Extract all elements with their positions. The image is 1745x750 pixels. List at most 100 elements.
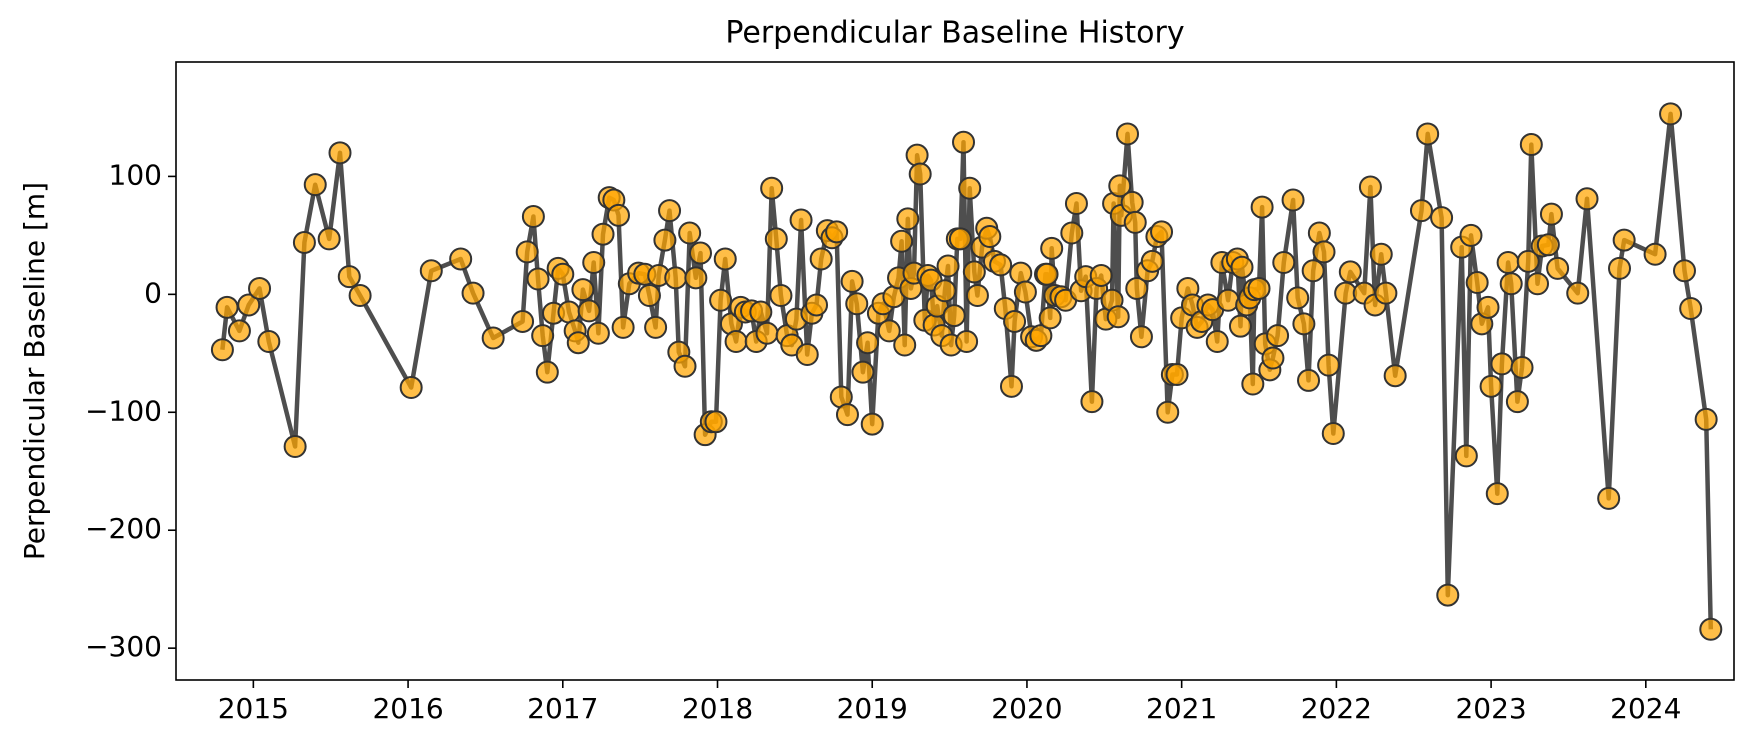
marker (1454, 444, 1478, 468)
marker (653, 228, 677, 252)
marker (566, 331, 590, 355)
marker (1430, 206, 1454, 230)
marker (1499, 272, 1523, 296)
marker (936, 254, 960, 278)
marker (684, 266, 708, 290)
marker (481, 326, 505, 350)
marker (1230, 255, 1254, 279)
y-tick-label: −100 (85, 394, 162, 427)
marker (1436, 583, 1460, 607)
marker (1526, 272, 1550, 296)
marker (1108, 174, 1132, 198)
marker (526, 267, 550, 291)
x-tick-label: 2015 (218, 692, 289, 725)
marker (1383, 364, 1407, 388)
marker (1013, 280, 1037, 304)
marker (1490, 352, 1514, 376)
marker (835, 403, 859, 427)
marker (637, 284, 661, 308)
marker (1292, 312, 1316, 336)
marker (511, 309, 535, 333)
marker (227, 319, 251, 343)
marker (1216, 288, 1240, 312)
marker (688, 241, 712, 265)
marker (1699, 617, 1723, 641)
marker (978, 225, 1002, 249)
marker (896, 207, 920, 231)
marker (1465, 271, 1489, 295)
marker (1261, 346, 1285, 370)
marker (1321, 422, 1345, 446)
marker (1301, 259, 1325, 283)
marker (713, 247, 737, 271)
x-tick-label: 2023 (1455, 692, 1526, 725)
marker (1029, 324, 1053, 348)
x-tick-label: 2019 (837, 692, 908, 725)
marker (1566, 281, 1590, 305)
marker (1129, 325, 1153, 349)
marker (1250, 195, 1274, 219)
marker (890, 229, 914, 253)
marker (989, 253, 1013, 277)
marker (317, 227, 341, 251)
marker (577, 299, 601, 323)
marker (535, 360, 559, 384)
marker (1241, 372, 1265, 396)
marker (1040, 236, 1064, 260)
x-tick-label: 2018 (682, 692, 753, 725)
marker (551, 262, 575, 286)
marker (1479, 374, 1503, 398)
marker (1597, 486, 1621, 510)
marker (461, 281, 485, 305)
x-tick-label: 2017 (527, 692, 598, 725)
marker (1228, 314, 1252, 338)
marker (1505, 390, 1529, 414)
marker (248, 276, 272, 300)
marker (1123, 210, 1147, 234)
marker (1338, 260, 1362, 284)
marker (1659, 102, 1683, 126)
marker (764, 227, 788, 251)
marker (840, 269, 864, 293)
marker (845, 292, 869, 316)
marker (606, 203, 630, 227)
marker (1286, 286, 1310, 310)
marker (328, 141, 352, 165)
marker (1120, 190, 1144, 214)
marker (348, 284, 372, 308)
marker (449, 247, 473, 271)
marker (955, 330, 979, 354)
y-tick-label: −200 (85, 512, 162, 545)
marker (1519, 133, 1543, 157)
marker (851, 360, 875, 384)
marker (942, 304, 966, 328)
plot-frame (175, 61, 1735, 681)
marker (962, 260, 986, 284)
marker (283, 434, 307, 458)
marker (1496, 250, 1520, 274)
marker (769, 284, 793, 308)
y-tick-label: −300 (85, 630, 162, 663)
y-tick-label: 100 (109, 158, 162, 191)
marker (805, 293, 829, 317)
marker (948, 227, 972, 251)
marker (1694, 407, 1718, 431)
marker (1536, 233, 1560, 257)
marker (1476, 295, 1500, 319)
marker (1080, 390, 1104, 414)
marker (1116, 122, 1140, 146)
marker (809, 247, 833, 271)
marker (515, 240, 539, 264)
marker (419, 259, 443, 283)
marker (1409, 199, 1433, 223)
marker (664, 266, 688, 290)
y-axis-label: Perpendicular Baseline [m] (18, 182, 51, 560)
marker (965, 284, 989, 308)
marker (257, 330, 281, 354)
marker (1156, 400, 1180, 424)
marker (571, 278, 595, 302)
marker (893, 333, 917, 357)
marker (1416, 122, 1440, 146)
